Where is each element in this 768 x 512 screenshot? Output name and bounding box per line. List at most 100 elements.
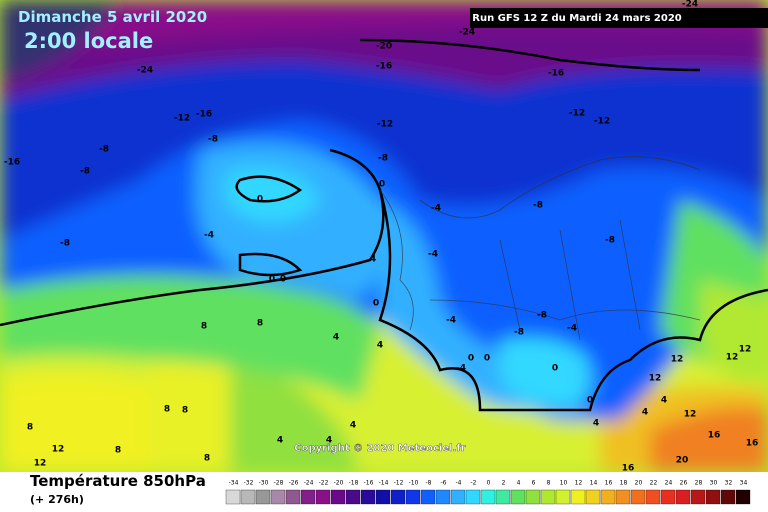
contour-label: 4 [642,408,648,418]
contour-label: 4 [661,396,667,406]
contour-label: -4 [446,316,456,326]
contour-label: 20 [676,456,689,466]
contour-label: -16 [376,62,392,72]
contour-label: 16 [746,439,759,449]
contour-label: 0 [552,364,558,374]
time: 2:00 locale [24,29,153,53]
contour-label: 0 [257,195,263,205]
contour-label: -12 [174,114,190,124]
legend-swatch [360,489,376,505]
contour-label: 0 [269,275,275,285]
contour-label: -8 [208,135,218,145]
contour-label: 0 [373,299,379,309]
legend-swatch [450,489,466,505]
legend-swatch [420,489,436,505]
legend-label: -34 [229,480,239,487]
contour-label: 0 [280,275,286,285]
contour-label: 0 [484,354,490,364]
contour-label: -4 [204,231,214,241]
legend-label: 14 [590,480,598,487]
contour-label: 12 [52,445,65,455]
legend-label: 4 [517,480,521,487]
contour-label: -4 [428,250,438,260]
legend-label: 30 [710,480,718,487]
legend-swatch [375,489,391,505]
contour-label: -8 [378,154,388,164]
legend-label: 2 [502,480,506,487]
contour-label: -8 [605,236,615,246]
contour-label: 4 [333,333,339,343]
run-info: Run GFS 12 Z du Mardi 24 mars 2020 [472,13,682,24]
contour-label: 12 [726,353,739,363]
legend-label: -18 [349,480,359,487]
legend-label: 20 [635,480,643,487]
contour-label: 8 [204,454,210,464]
legend-swatch [465,489,481,505]
date: Dimanche 5 avril 2020 [18,8,207,26]
contour-label: 8 [164,405,170,415]
legend-label: 32 [725,480,733,487]
legend-swatch [675,489,691,505]
contour-label: 16 [622,464,635,473]
footer: Température 850hPa (+ 276h) -34 -32 -30 -28… [30,472,751,506]
contour-label: 8 [27,423,33,433]
legend-label: 18 [620,480,628,487]
contour-label: -12 [594,117,610,127]
legend-swatch [660,489,676,505]
legend-swatch [570,489,586,505]
contour-label: -16 [4,158,20,168]
legend-swatch [585,489,601,505]
contour-label: -8 [533,201,543,211]
contour-label: 8 [115,446,121,456]
contour-label: 0 [379,180,385,190]
legend-label: -26 [289,480,299,487]
legend-swatch [390,489,406,505]
legend-label: -14 [379,480,389,487]
legend-label: -28 [274,480,284,487]
contour-label: 4 [593,419,599,429]
legend-label: -8 [426,480,432,487]
legend-swatch [525,489,541,505]
legend-swatch [615,489,631,505]
legend-label: 8 [547,480,551,487]
contour-label: 12 [739,345,752,355]
legend: -34 -32 -30 -28 -26 -24 -22 -20 -18 -16 -14 -12 -10-… [225,480,751,505]
contour-label: -16 [548,69,564,79]
contour-label: 0 [468,354,474,364]
contour-label: -4 [431,204,441,214]
legend-label: -6 [441,480,447,487]
legend-swatch [225,489,241,505]
legend-label: 12 [575,480,583,487]
contour-label: -8 [99,145,109,155]
legend-swatch [690,489,706,505]
contour-label: -24 [459,28,475,38]
contour-label: 12 [684,410,697,420]
contour-label: 4 [326,436,332,446]
contour-label: 4 [370,255,376,265]
contour-label: -4 [456,364,466,374]
contour-label: 4 [277,436,283,446]
legend-swatch [735,489,751,505]
legend-label: 6 [532,480,536,487]
legend-swatch [645,489,661,505]
legend-swatch [240,489,256,505]
legend-swatch [510,489,526,505]
contour-labels: -24 -24 -24 -20 -16 -16 -16 -12 -16 -12 -12 -12 -8 -8… [4,0,758,472]
legend-swatch [330,489,346,505]
legend-label: 0 [487,480,491,487]
legend-label: -10 [409,480,419,487]
legend-label: -12 [394,480,404,487]
contour-label: -8 [80,167,90,177]
legend-swatch [270,489,286,505]
contour-label: -12 [569,109,585,119]
contour-label: -12 [377,120,393,130]
contour-label: 12 [34,459,47,469]
legend-swatch [345,489,361,505]
legend-label: -4 [456,480,462,487]
legend-swatch [435,489,451,505]
legend-label: 34 [740,480,748,487]
legend-label: 28 [695,480,703,487]
legend-swatch [480,489,496,505]
contour-label: -24 [682,0,698,10]
